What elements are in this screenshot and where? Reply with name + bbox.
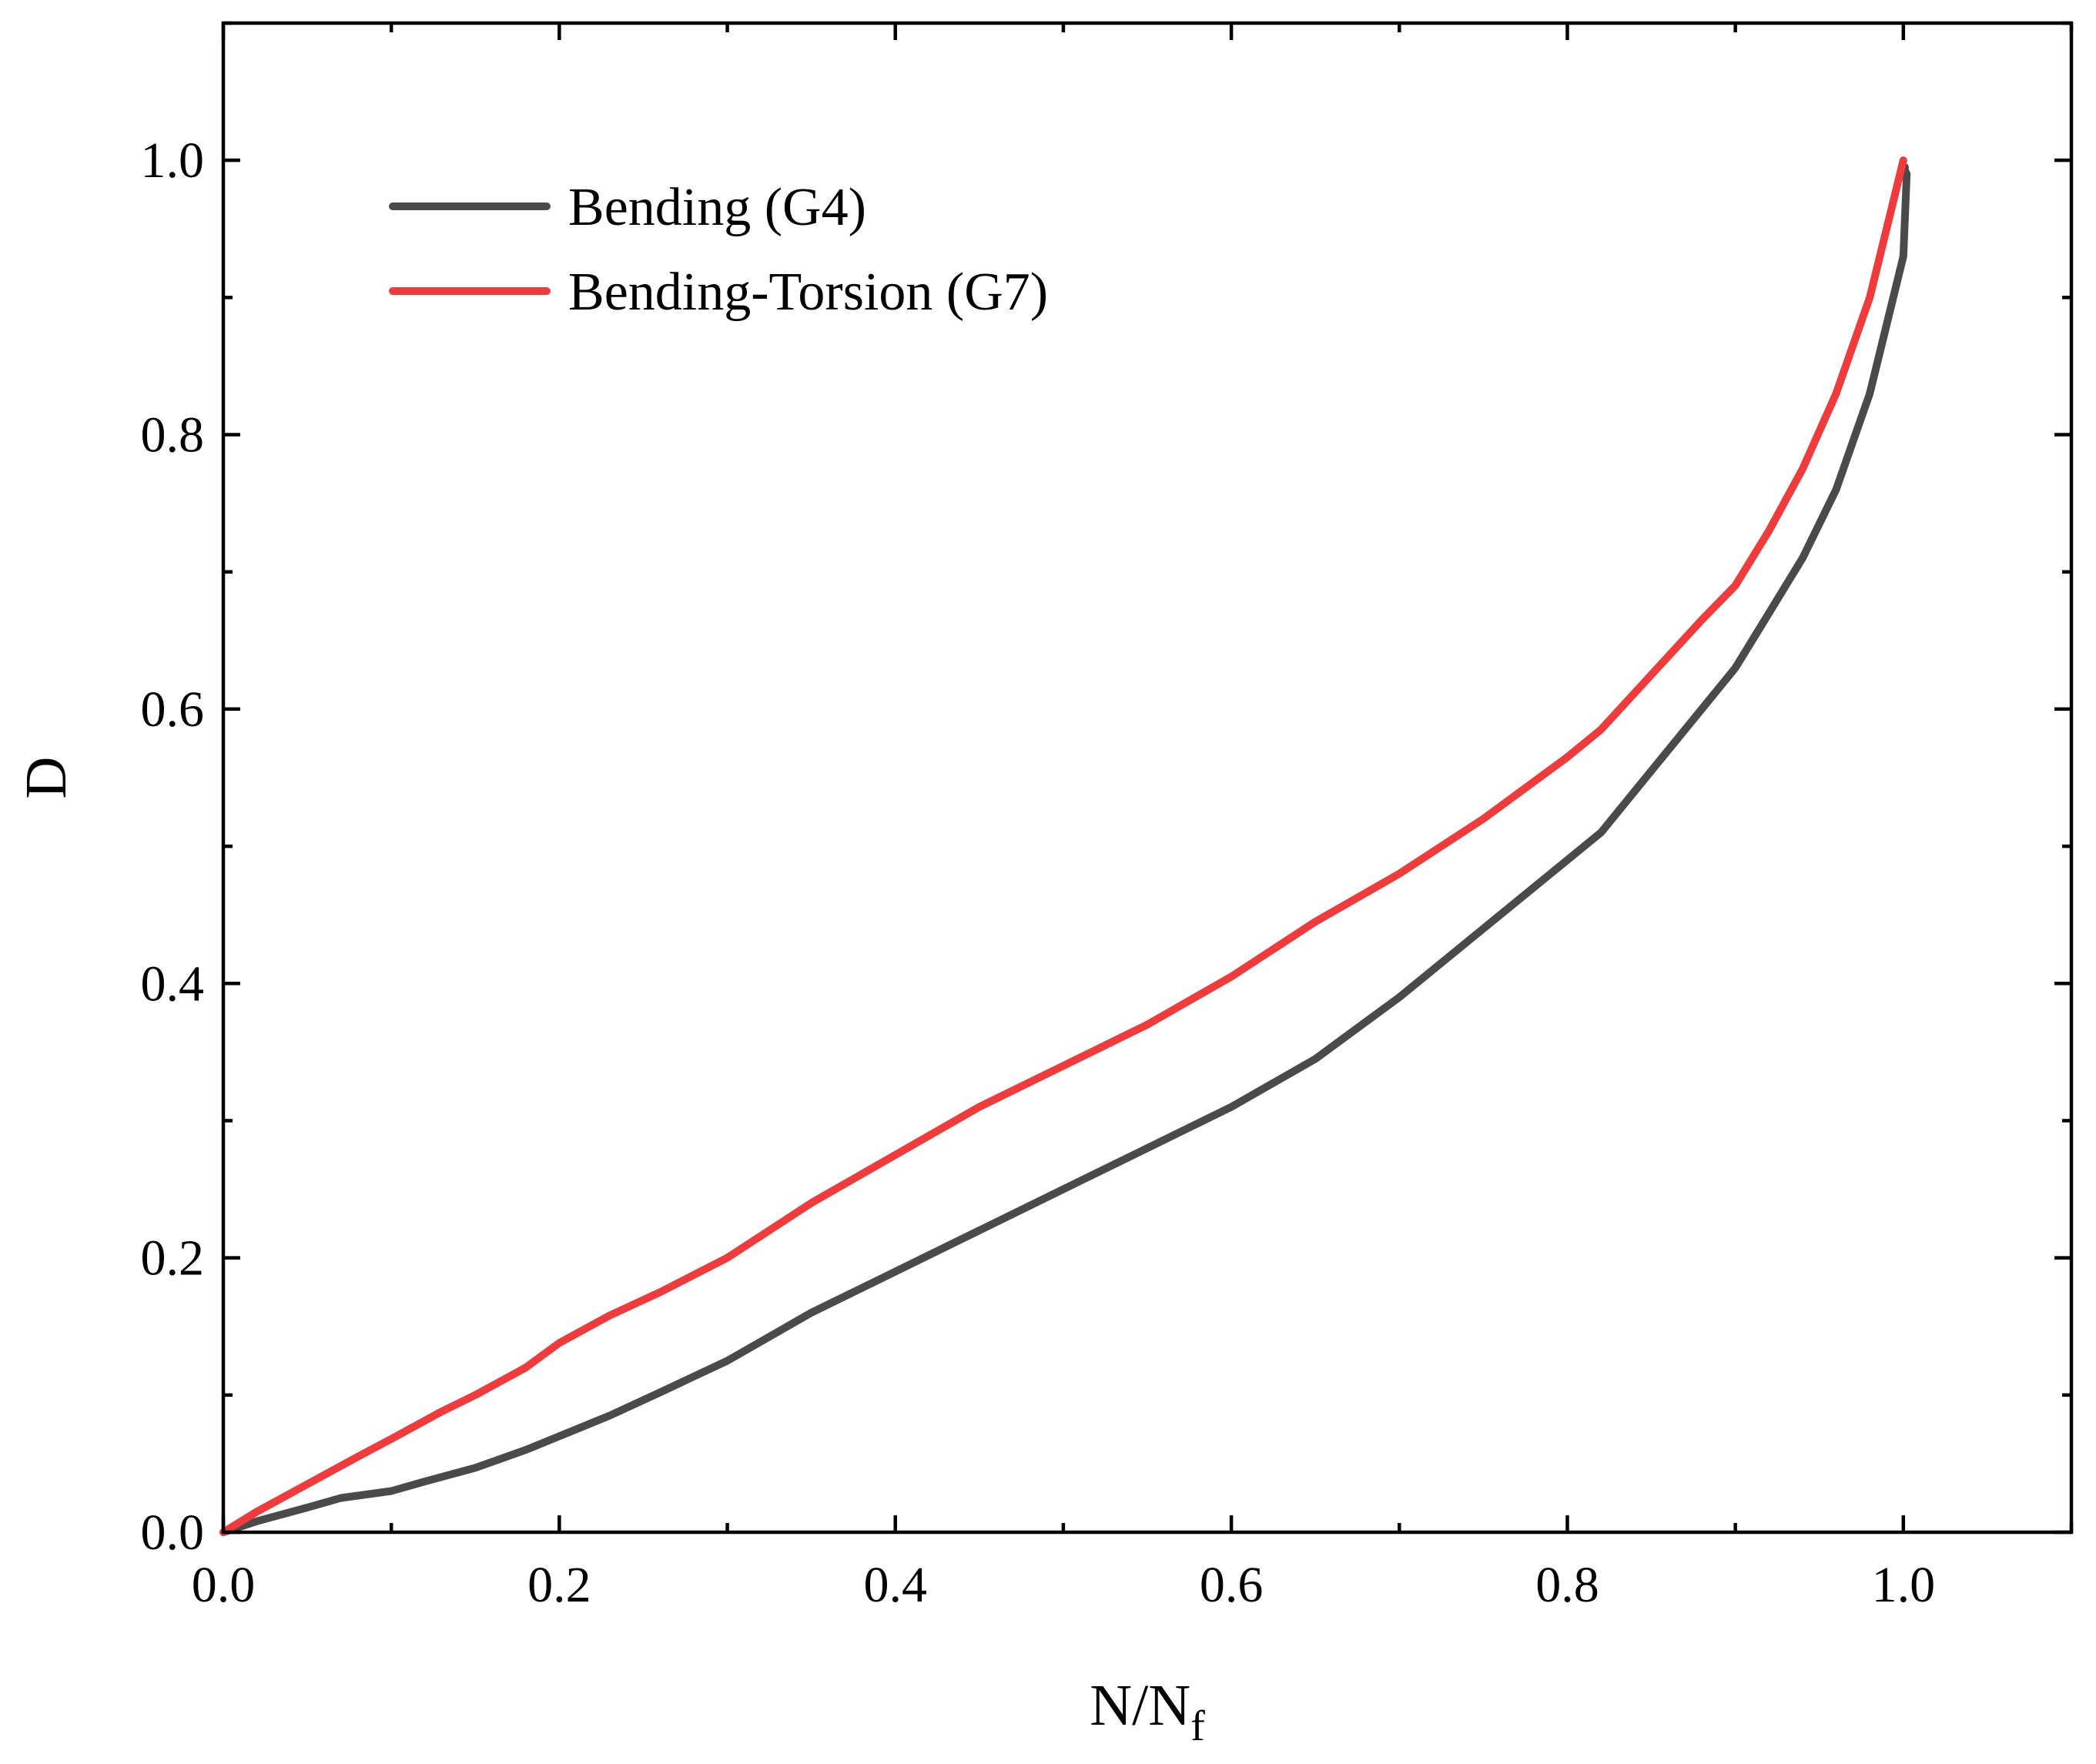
- legend-label-1: Bending (G4): [568, 178, 866, 237]
- x-axis-title-main: N/N: [1090, 1673, 1190, 1738]
- x-axis: 0.0 0.2 0.4 0.6 0.8 1.0: [192, 23, 2074, 1613]
- y-tick-label: 0.8: [141, 407, 205, 464]
- y-tick-label: 0.0: [141, 1505, 205, 1561]
- x-axis-title-subscript: f: [1190, 1702, 1205, 1750]
- y-tick-label: 0.6: [141, 681, 205, 738]
- x-axis-title: N/Nf: [1090, 1673, 1205, 1750]
- x-tick-label: 0.8: [1535, 1557, 1599, 1613]
- x-tick-label: 0.2: [527, 1557, 591, 1613]
- y-tick-label: 0.4: [141, 956, 205, 1012]
- x-tick-label: 1.0: [1872, 1557, 1936, 1613]
- y-axis: 0.0 0.2 0.4 0.6 0.8 1.0: [141, 21, 2071, 1561]
- x-tick-label: 0.0: [192, 1557, 256, 1613]
- x-tick-label: 0.4: [863, 1557, 927, 1613]
- y-axis-title: D: [14, 757, 79, 799]
- y-tick-label: 0.2: [141, 1230, 205, 1287]
- legend-label-2: Bending-Torsion (G7): [568, 263, 1048, 322]
- x-tick-label: 0.6: [1200, 1557, 1264, 1613]
- series-layer: [219, 156, 1911, 1536]
- series-line-2: [219, 156, 1907, 1536]
- y-tick-label: 1.0: [141, 132, 205, 189]
- series-line-1: [219, 163, 1911, 1536]
- plot-frame: [221, 21, 2074, 1535]
- legend: Bending (G4) Bending-Torsion (G7): [389, 178, 1048, 322]
